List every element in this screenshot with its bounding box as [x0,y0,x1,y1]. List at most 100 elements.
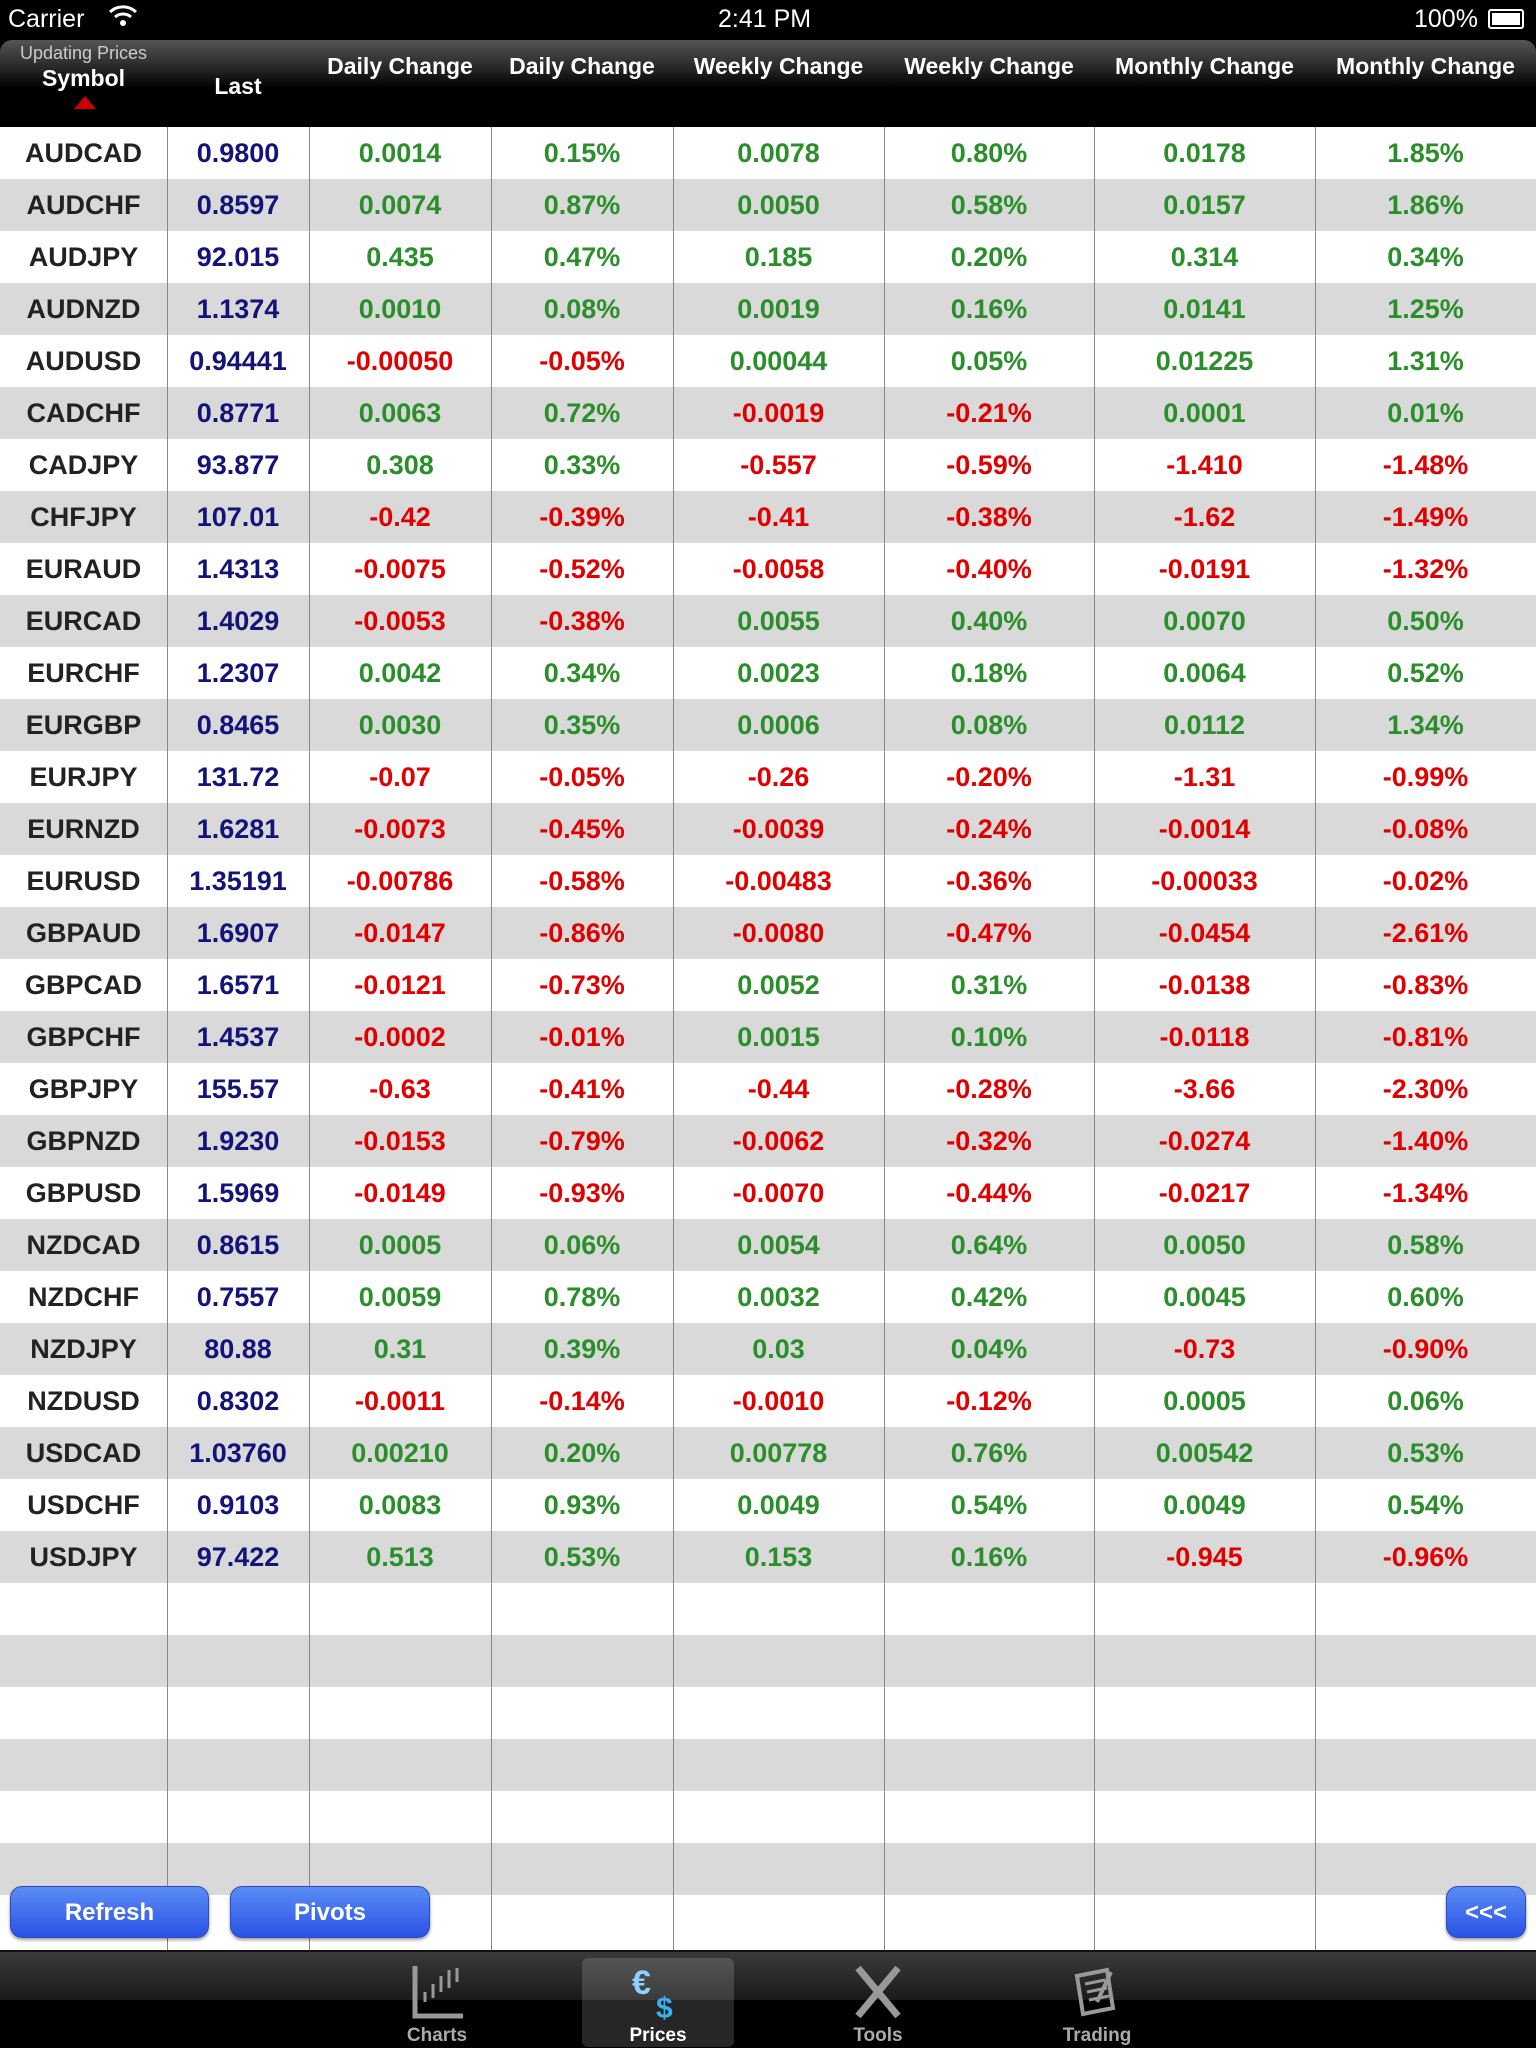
cell-monthly-change-pct: 0.06% [1387,1386,1464,1416]
table-row[interactable]: EURUSD 1.35191 -0.00786 -0.58% -0.00483 -0.36… [0,855,1536,907]
cell-weekly-change: 0.03 [752,1334,805,1364]
cell-weekly-change: -0.0058 [732,554,825,584]
cell-monthly-change: 0.0045 [1163,1282,1246,1312]
table-row[interactable]: EURCAD 1.4029 -0.0053 -0.38% 0.0055 0.40% 0.00… [0,595,1536,647]
tab-label: Prices [629,2025,687,2046]
table-row[interactable]: NZDCAD 0.8615 0.0005 0.06% 0.0054 0.64% 0.0050… [0,1219,1536,1271]
table-row[interactable]: USDCAD 1.03760 0.00210 0.20% 0.00778 0.76% 0.0… [0,1427,1536,1479]
column-divider [1094,127,1095,1950]
cell-daily-change-pct: 0.34% [543,658,621,688]
cell-monthly-change-pct: 1.25% [1387,294,1464,324]
cell-last: 1.4313 [196,554,280,584]
table-row[interactable]: EURAUD 1.4313 -0.0075 -0.52% -0.0058 -0.40% -0… [0,543,1536,595]
cell-daily-change-pct: 0.15% [543,138,621,168]
cell-daily-change: 0.0074 [358,190,442,220]
cell-last: 97.422 [196,1542,280,1572]
table-row[interactable]: EURCHF 1.2307 0.0042 0.34% 0.0023 0.18% 0.0064… [0,647,1536,699]
column-divider [673,127,674,1950]
cell-daily-change-pct: -0.05% [539,346,625,376]
table-row[interactable]: GBPCAD 1.6571 -0.0121 -0.73% 0.0052 0.31% -0.0… [0,959,1536,1011]
cell-symbol: NZDCHF [28,1282,139,1312]
cell-weekly-change: 0.0050 [737,190,820,220]
cell-monthly-change: 0.0112 [1163,710,1246,740]
cell-monthly-change: 0.0064 [1163,658,1246,688]
cell-monthly-change: 0.0178 [1163,138,1246,168]
cell-daily-change-pct: 0.35% [543,710,621,740]
cell-daily-change-pct: -0.58% [539,866,625,896]
table-row[interactable]: GBPJPY 155.57 -0.63 -0.41% -0.44 -0.28% -3.66 -… [0,1063,1536,1115]
table-row[interactable]: USDCHF 0.9103 0.0083 0.93% 0.0049 0.54% 0.0049… [0,1479,1536,1531]
table-row[interactable]: EURNZD 1.6281 -0.0073 -0.45% -0.0039 -0.24% -0… [0,803,1536,855]
cell-last: 1.03760 [189,1438,287,1468]
header-label: Monthly Change [1115,53,1294,79]
cell-symbol: EURJPY [29,762,138,792]
cell-monthly-change-pct: 1.34% [1387,710,1464,740]
refresh-button[interactable]: Refresh [10,1886,209,1938]
cell-symbol: USDJPY [29,1542,138,1572]
cell-weekly-change: -0.26 [747,762,810,792]
cell-weekly-change: 0.0054 [737,1230,820,1260]
table-row[interactable]: USDJPY 97.422 0.513 0.53% 0.153 0.16% -0.945 -0… [0,1531,1536,1583]
tab-charts[interactable]: Charts [361,1958,513,2047]
table-row[interactable]: AUDNZD 1.1374 0.0010 0.08% 0.0019 0.16% 0.0141… [0,283,1536,335]
table-row[interactable]: NZDUSD 0.8302 -0.0011 -0.14% -0.0010 -0.12% 0.… [0,1375,1536,1427]
table-row[interactable]: CHFJPY 107.01 -0.42 -0.39% -0.41 -0.38% -1.62 -… [0,491,1536,543]
cell-weekly-change: 0.00044 [729,346,828,376]
header-weekly-change-pct[interactable]: Weekly Change [884,40,1094,127]
table-row[interactable]: GBPCHF 1.4537 -0.0002 -0.01% 0.0015 0.10% -0.0… [0,1011,1536,1063]
cell-monthly-change-pct: 0.50% [1387,606,1464,636]
cell-monthly-change-pct: 0.54% [1387,1490,1464,1520]
header-monthly-change-pct[interactable]: Monthly Change [1315,40,1536,127]
cell-weekly-change-pct: 0.16% [950,294,1028,324]
table-row[interactable]: AUDCAD 0.9800 0.0014 0.15% 0.0078 0.80% 0.0178… [0,127,1536,179]
table-row[interactable]: EURGBP 0.8465 0.0030 0.35% 0.0006 0.08% 0.0112… [0,699,1536,751]
header-monthly-change[interactable]: Monthly Change [1094,40,1315,127]
cell-symbol: EURAUD [25,554,142,584]
cell-monthly-change: -0.00033 [1151,866,1258,896]
header-last[interactable]: Last [167,40,309,127]
cell-monthly-change-pct: 0.60% [1387,1282,1464,1312]
cell-weekly-change: -0.0010 [732,1386,825,1416]
table-row[interactable]: AUDUSD 0.94441 -0.00050 -0.05% 0.00044 0.05% 0… [0,335,1536,387]
table-row[interactable]: EURJPY 131.72 -0.07 -0.05% -0.26 -0.20% -1.31 -… [0,751,1536,803]
pivots-button[interactable]: Pivots [230,1886,430,1938]
cell-symbol: NZDCAD [26,1230,141,1260]
collapse-columns-button[interactable]: <<< [1446,1886,1526,1938]
table-row[interactable]: GBPAUD 1.6907 -0.0147 -0.86% -0.0080 -0.47% -0… [0,907,1536,959]
cell-weekly-change-pct: -0.44% [946,1178,1032,1208]
cell-last: 1.35191 [189,866,287,896]
prices-table[interactable]: AUDCAD 0.9800 0.0014 0.15% 0.0078 0.80% 0.0178… [0,127,1536,1950]
cell-daily-change-pct: -0.79% [539,1126,625,1156]
cell-weekly-change: -0.44 [747,1074,810,1104]
cell-weekly-change-pct: -0.24% [946,814,1032,844]
tab-prices[interactable]: € $ Prices [582,1958,734,2047]
table-row[interactable]: NZDCHF 0.7557 0.0059 0.78% 0.0032 0.42% 0.0045… [0,1271,1536,1323]
tab-tools[interactable]: Tools [802,1958,954,2047]
cell-symbol: AUDCAD [25,138,142,168]
cell-monthly-change: 0.0049 [1163,1490,1246,1520]
cell-symbol: CHFJPY [30,502,137,532]
cell-weekly-change-pct: 0.04% [950,1334,1028,1364]
cell-daily-change-pct: 0.06% [543,1230,621,1260]
cell-weekly-change: -0.0070 [732,1178,825,1208]
cell-monthly-change: 0.00542 [1155,1438,1254,1468]
header-symbol[interactable]: Updating Prices Symbol [0,40,167,127]
cell-daily-change: -0.07 [369,762,431,792]
table-row[interactable]: GBPNZD 1.9230 -0.0153 -0.79% -0.0062 -0.32% -0… [0,1115,1536,1167]
header-daily-change[interactable]: Daily Change [309,40,491,127]
cell-symbol: EURUSD [26,866,141,896]
table-row[interactable]: CADCHF 0.8771 0.0063 0.72% -0.0019 -0.21% 0.00… [0,387,1536,439]
table-row[interactable]: NZDJPY 80.88 0.31 0.39% 0.03 0.04% -0.73 -0.90% [0,1323,1536,1375]
header-daily-change-pct[interactable]: Daily Change [491,40,673,127]
header-label: Daily Change [327,53,473,79]
header-weekly-change[interactable]: Weekly Change [673,40,884,127]
cell-last: 107.01 [196,502,280,532]
table-row[interactable]: AUDJPY 92.015 0.435 0.47% 0.185 0.20% 0.314 0.3… [0,231,1536,283]
tab-trading[interactable]: Trading [1021,1958,1173,2047]
table-row[interactable]: CADJPY 93.877 0.308 0.33% -0.557 -0.59% -1.410… [0,439,1536,491]
cell-daily-change-pct: -0.14% [539,1386,625,1416]
cell-monthly-change-pct: -1.49% [1382,502,1469,532]
table-row[interactable]: GBPUSD 1.5969 -0.0149 -0.93% -0.0070 -0.44% -0… [0,1167,1536,1219]
table-row[interactable]: AUDCHF 0.8597 0.0074 0.87% 0.0050 0.58% 0.0157… [0,179,1536,231]
cell-monthly-change-pct: 0.53% [1387,1438,1464,1468]
